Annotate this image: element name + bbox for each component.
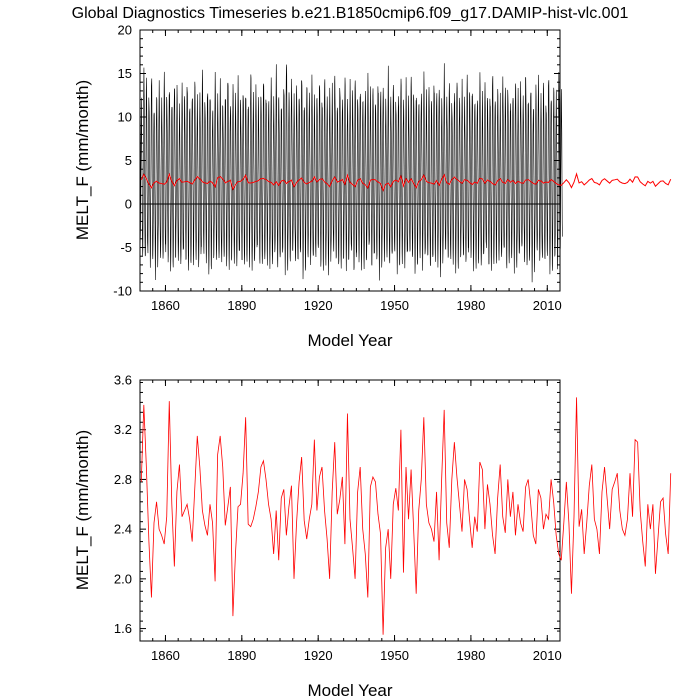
bottom-annual-series [140,397,672,635]
bottom-axis-ticks: 1860 1890 1920 1950 1980 2010 1.6 2.0 2.4 2.8 3.2 3… [114,373,562,664]
y-tick-label: 0 [125,197,132,212]
top-panel: 1860 1890 1920 1950 1980 2010 -10 -5 0 5 10 15 20 ME… [73,23,672,350]
top-monthly-series [139,63,563,283]
y-tick-label: -5 [120,240,132,255]
x-tick-label: 1860 [151,648,180,663]
y-tick-label: 2.4 [114,522,132,537]
x-tick-label: 1980 [456,298,485,313]
bottom-x-axis-label: Model Year [307,681,392,700]
x-tick-label: 1950 [380,648,409,663]
bottom-plot-frame [139,379,561,642]
x-tick-label: 1890 [227,298,256,313]
annual-mean-line [140,172,672,192]
x-tick-label: 1980 [456,648,485,663]
x-tick-label: 2010 [533,298,562,313]
y-tick-label: -10 [113,284,132,299]
x-tick-label: 1890 [227,648,256,663]
x-tick-label: 1920 [304,648,333,663]
monthly-line [139,63,563,283]
top-x-axis-label: Model Year [307,331,392,350]
y-tick-label: 1.6 [114,621,132,636]
y-tick-label: 3.6 [114,373,132,388]
x-tick-label: 1920 [304,298,333,313]
y-tick-label: 2.8 [114,472,132,487]
x-tick-label: 1950 [380,298,409,313]
y-tick-label: 5 [125,153,132,168]
top-y-axis-label: MELT_F (mm/month) [73,80,92,240]
y-tick-label: 10 [118,110,132,125]
x-tick-label: 1860 [151,298,180,313]
x-tick-label: 2010 [533,648,562,663]
bottom-panel: 1860 1890 1920 1950 1980 2010 1.6 2.0 2.4 2.8 3.2 3… [73,373,672,700]
top-annual-series [140,172,672,192]
y-tick-label: 2.0 [114,571,132,586]
y-tick-label: 15 [118,66,132,81]
figure-title: Global Diagnostics Timeseries b.e21.B185… [72,5,629,22]
bottom-y-axis-label: MELT_F (mm/month) [73,430,92,590]
y-tick-label: 3.2 [114,422,132,437]
annual-mean-line [140,397,672,635]
y-tick-label: 20 [118,23,132,38]
